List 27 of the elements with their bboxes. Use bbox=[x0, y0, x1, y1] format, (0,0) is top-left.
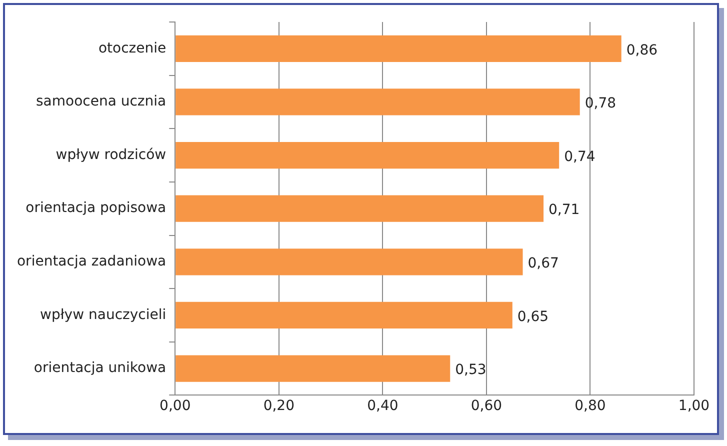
y-tick-label: wpływ nauczycieli bbox=[40, 306, 166, 323]
data-label: 0,67 bbox=[528, 256, 559, 272]
y-tick-label: otoczenie bbox=[98, 40, 166, 56]
x-tick-label: 0,80 bbox=[574, 398, 606, 414]
x-tick-label: 0,00 bbox=[160, 398, 191, 414]
y-tick-label: wpływ rodziców bbox=[56, 146, 166, 163]
data-label: 0,86 bbox=[626, 42, 658, 58]
data-label: 0,71 bbox=[548, 202, 580, 218]
bar bbox=[176, 35, 622, 62]
data-label: 0,74 bbox=[564, 148, 596, 165]
y-tick-label: orientacja zadaniowa bbox=[16, 254, 166, 270]
y-tick-label: orientacja popisowa bbox=[26, 200, 166, 216]
data-label: 0,65 bbox=[517, 308, 549, 325]
bar bbox=[176, 248, 523, 276]
bar bbox=[176, 195, 544, 222]
x-tick-label: 1,00 bbox=[678, 398, 710, 414]
bar bbox=[176, 88, 580, 116]
bar bbox=[176, 355, 450, 382]
y-tick-label: samoocena ucznia bbox=[36, 94, 166, 110]
bar bbox=[176, 142, 560, 169]
x-tick-label: 0,60 bbox=[470, 398, 502, 414]
bar bbox=[176, 302, 512, 329]
x-tick-label: 0,40 bbox=[367, 398, 398, 414]
x-tick-label: 0,20 bbox=[263, 398, 294, 414]
y-tick-label: orientacja unikowa bbox=[34, 360, 166, 376]
data-label: 0,78 bbox=[584, 96, 616, 112]
data-label: 0,53 bbox=[455, 362, 486, 378]
